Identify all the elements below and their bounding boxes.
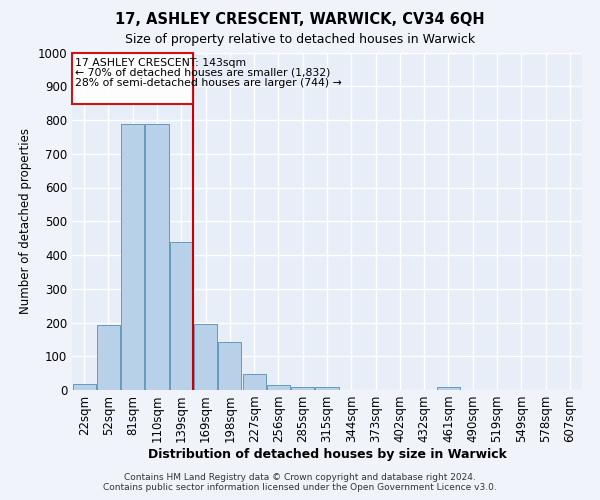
Text: 28% of semi-detached houses are larger (744) →: 28% of semi-detached houses are larger (… xyxy=(75,78,341,88)
Text: 17 ASHLEY CRESCENT: 143sqm: 17 ASHLEY CRESCENT: 143sqm xyxy=(75,58,246,68)
Text: ← 70% of detached houses are smaller (1,832): ← 70% of detached houses are smaller (1,… xyxy=(75,68,330,78)
Text: Size of property relative to detached houses in Warwick: Size of property relative to detached ho… xyxy=(125,32,475,46)
Bar xyxy=(97,325,120,390)
Bar xyxy=(73,384,95,390)
Bar xyxy=(170,242,193,390)
Bar xyxy=(242,374,266,390)
Text: Contains HM Land Registry data © Crown copyright and database right 2024.
Contai: Contains HM Land Registry data © Crown c… xyxy=(103,473,497,492)
Bar xyxy=(267,384,290,390)
Bar xyxy=(218,342,241,390)
Bar xyxy=(121,124,144,390)
Bar xyxy=(145,124,169,390)
Bar xyxy=(291,386,314,390)
Text: 17, ASHLEY CRESCENT, WARWICK, CV34 6QH: 17, ASHLEY CRESCENT, WARWICK, CV34 6QH xyxy=(115,12,485,28)
FancyBboxPatch shape xyxy=(72,52,193,104)
X-axis label: Distribution of detached houses by size in Warwick: Distribution of detached houses by size … xyxy=(148,448,506,461)
Bar xyxy=(437,386,460,390)
Y-axis label: Number of detached properties: Number of detached properties xyxy=(19,128,32,314)
Bar xyxy=(316,386,338,390)
Bar xyxy=(194,324,217,390)
